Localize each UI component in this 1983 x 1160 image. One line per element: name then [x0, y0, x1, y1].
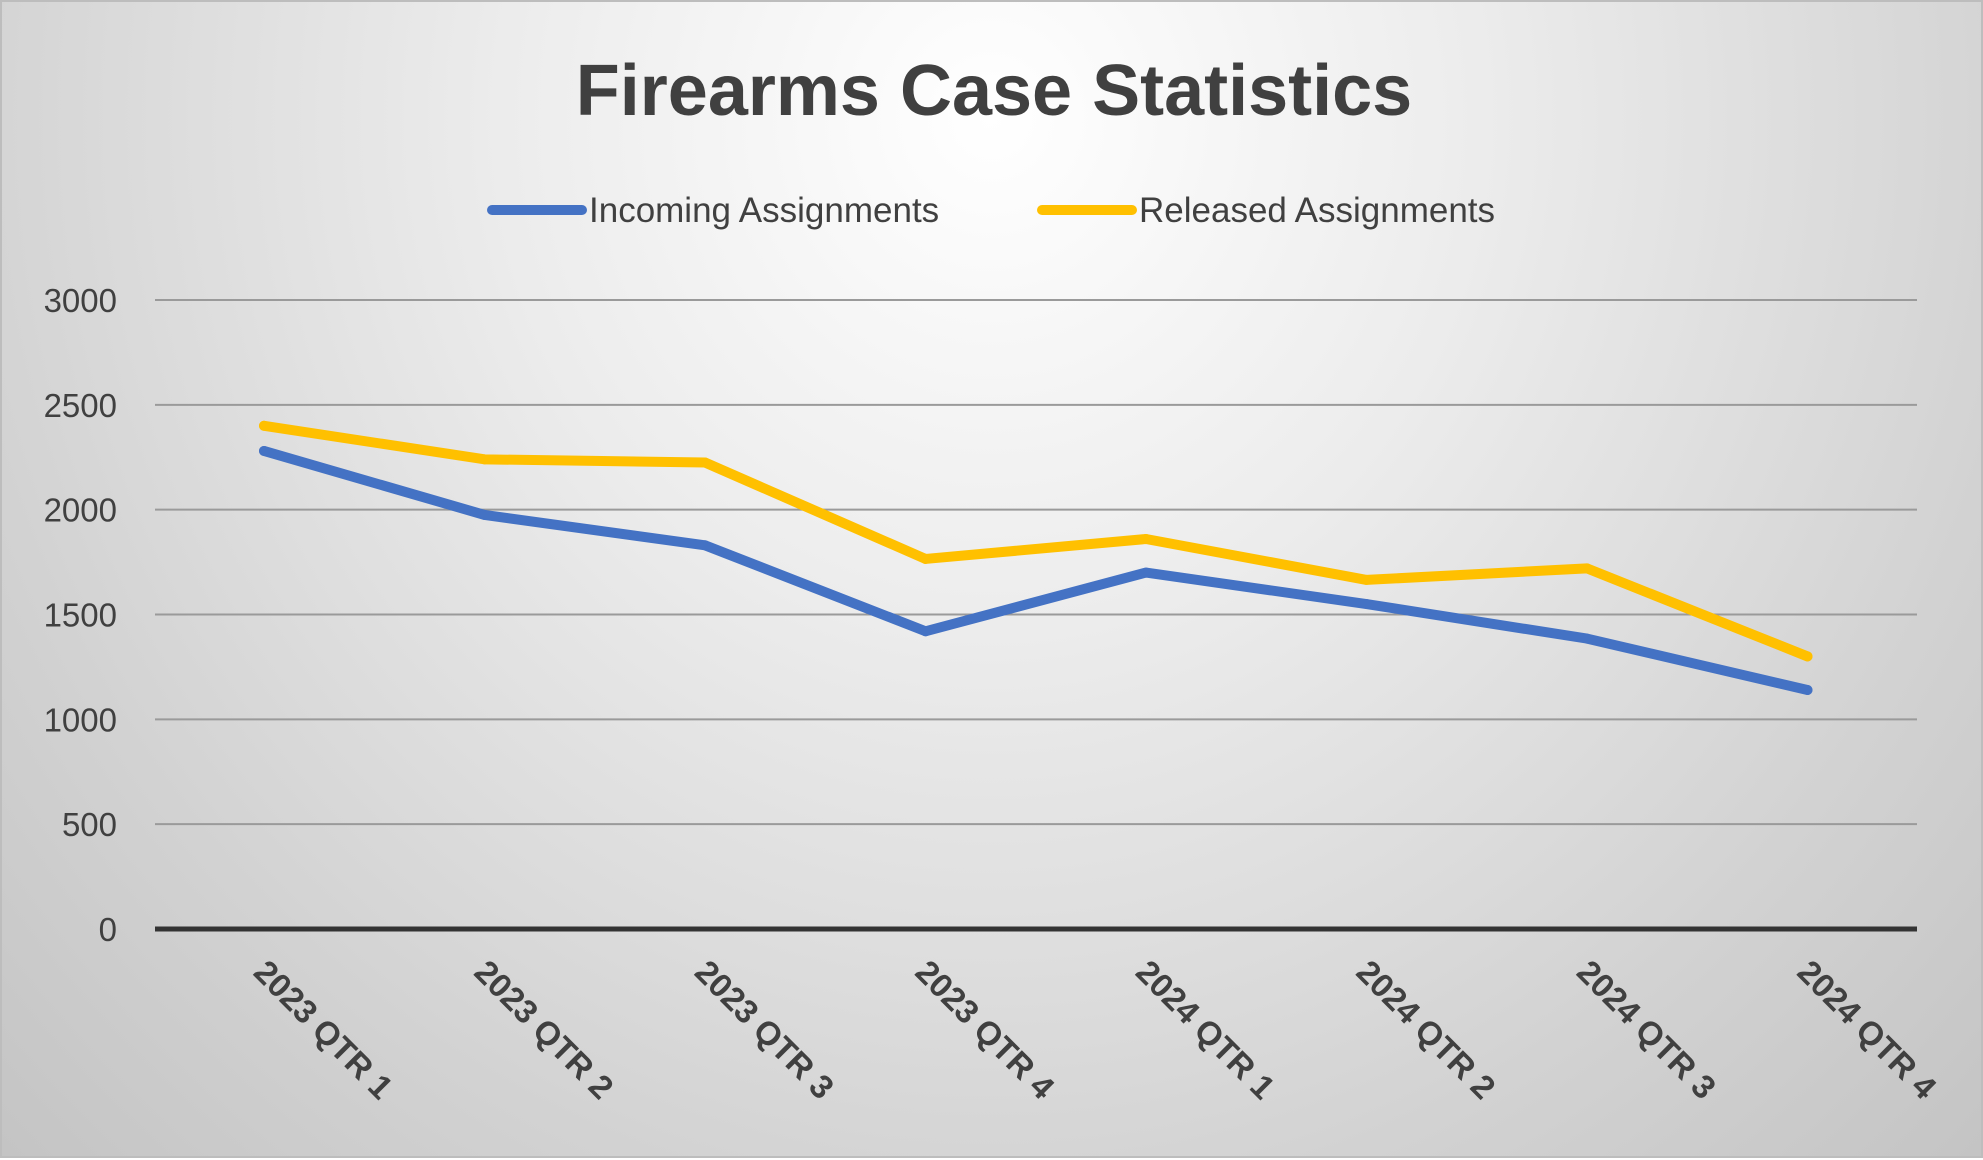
data-point-released — [1582, 563, 1592, 574]
y-tick-label: 2500 — [44, 387, 117, 424]
series-lines — [259, 420, 1813, 695]
legend-label-incoming: Incoming Assignments — [589, 191, 939, 230]
y-tick-label: 1500 — [44, 597, 117, 634]
gridlines — [155, 299, 1917, 932]
data-point-incoming — [920, 626, 931, 637]
data-point-released — [700, 457, 710, 468]
data-point-released — [1361, 574, 1372, 585]
x-tick-label: 2024 QTR 2 — [1350, 953, 1503, 1106]
data-point-released — [920, 553, 931, 564]
series-line-incoming — [259, 445, 1813, 695]
x-tick-label: 2024 QTR 4 — [1791, 953, 1945, 1107]
y-axis-ticks: 0 500 1000 1500 2000 2500 3000 — [44, 282, 117, 948]
data-point-incoming — [1582, 633, 1592, 644]
data-point-released — [259, 420, 269, 431]
y-tick-label: 1000 — [44, 701, 117, 738]
x-tick-label: 2024 QTR 3 — [1570, 953, 1723, 1106]
legend: Incoming Assignments Released Assignment… — [487, 191, 1495, 230]
data-point-incoming — [1361, 599, 1372, 610]
data-point-incoming — [700, 540, 710, 551]
data-point-incoming — [479, 509, 490, 520]
x-tick-label: 2023 QTR 4 — [909, 953, 1063, 1107]
y-tick-label: 2000 — [44, 492, 117, 529]
y-tick-label: 3000 — [44, 282, 117, 319]
chart-title: Firearms Case Statistics — [576, 51, 1412, 131]
x-axis-ticks: 2023 QTR 1 2023 QTR 2 2023 QTR 3 2023 QTR 4… — [247, 953, 1944, 1107]
data-point-released — [1802, 651, 1813, 662]
legend-label-released: Released Assignments — [1139, 191, 1495, 230]
x-tick-label: 2023 QTR 1 — [247, 953, 400, 1106]
y-tick-label: 0 — [99, 911, 117, 948]
series-line-released — [259, 420, 1813, 662]
x-tick-label: 2024 QTR 1 — [1129, 953, 1282, 1106]
x-tick-label: 2023 QTR 2 — [468, 953, 621, 1106]
data-point-incoming — [1141, 567, 1151, 578]
data-point-incoming — [259, 445, 269, 456]
data-point-incoming — [1802, 684, 1813, 695]
x-tick-label: 2023 QTR 3 — [688, 953, 841, 1106]
data-point-released — [1141, 534, 1151, 545]
y-tick-label: 500 — [62, 806, 117, 843]
data-point-released — [479, 454, 490, 465]
